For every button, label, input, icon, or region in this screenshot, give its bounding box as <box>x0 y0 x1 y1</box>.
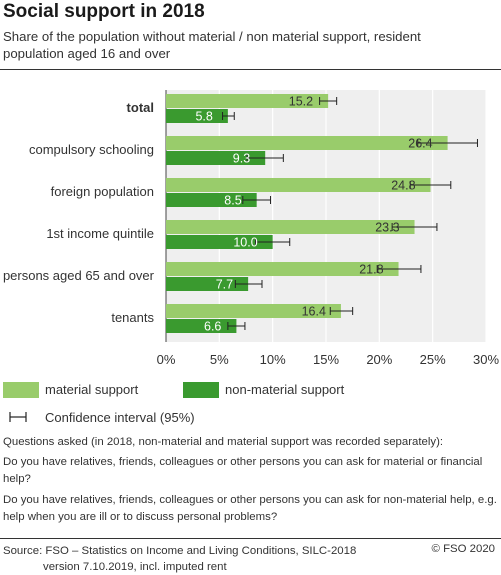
bar-non-material-support <box>166 235 273 249</box>
data-label: 10.0 <box>233 236 257 250</box>
category-label: tenants <box>111 310 154 325</box>
data-label: 23.3 <box>375 221 399 235</box>
legend-swatch-nonmaterial <box>183 382 219 398</box>
bar-material-support <box>166 94 329 108</box>
category-label: compulsory schooling <box>29 142 154 157</box>
category-label: total <box>127 100 154 115</box>
category-label: persons aged 65 and over <box>3 268 155 283</box>
x-tick-label: 20% <box>366 352 392 367</box>
data-label: 7.7 <box>216 278 233 292</box>
data-label: 26.4 <box>408 137 432 151</box>
bar-material-support <box>166 178 431 192</box>
note-intro: Questions asked (in 2018, non-material a… <box>3 436 444 448</box>
bar-non-material-support <box>166 277 249 291</box>
data-label: 5.8 <box>195 110 212 124</box>
data-label: 15.2 <box>289 95 313 109</box>
data-label: 16.4 <box>302 305 326 319</box>
legend-label-material: material support <box>45 382 139 397</box>
data-label: 21.8 <box>359 263 383 277</box>
x-tick-label: 0% <box>157 352 176 367</box>
x-tick-label: 15% <box>313 352 339 367</box>
bar-material-support <box>166 136 448 150</box>
top-rule <box>0 69 501 70</box>
bar-non-material-support <box>166 109 228 123</box>
data-label: 8.5 <box>224 194 241 208</box>
legend-swatch-material <box>3 382 39 398</box>
bar-chart: 0% 5% 10% 15% 20% 25% 30% total 15.2 5.8 compulsor… <box>3 90 499 367</box>
bar-non-material-support <box>166 151 266 165</box>
legend-label-nonmaterial: non-material support <box>225 382 345 397</box>
category-label: foreign population <box>51 184 154 199</box>
data-label: 24.8 <box>391 179 415 193</box>
copyright: © FSO 2020 <box>431 543 495 555</box>
x-tick-label: 10% <box>260 352 286 367</box>
chart-subtitle: Share of the population without material… <box>3 29 421 61</box>
bar-material-support <box>166 304 341 318</box>
bar-non-material-support <box>166 193 257 207</box>
bottom-rule <box>0 538 501 539</box>
source-line-2: version 7.10.2019, incl. imputed rent <box>43 561 227 573</box>
note-question-material: Do you have relatives, friends, colleagu… <box>3 456 483 485</box>
category-label: 1st income quintile <box>46 226 154 241</box>
x-tick-label: 5% <box>210 352 229 367</box>
x-tick-label: 30% <box>473 352 499 367</box>
bar-material-support <box>166 220 415 234</box>
note-question-nonmaterial: Do you have relatives, friends, colleagu… <box>3 494 497 523</box>
legend-label-ci: Confidence interval (95%) <box>45 410 195 425</box>
data-label: 9.3 <box>233 152 250 166</box>
bar-material-support <box>166 262 399 276</box>
confidence-interval-icon <box>9 412 27 422</box>
x-tick-label: 25% <box>420 352 446 367</box>
chart-title: Social support in 2018 <box>3 1 205 22</box>
data-label: 6.6 <box>204 320 221 334</box>
source-line-1: Source: FSO – Statistics on Income and L… <box>3 545 357 557</box>
bar-non-material-support <box>166 319 237 333</box>
source-note: Source: FSO – Statistics on Income and L… <box>3 543 403 575</box>
